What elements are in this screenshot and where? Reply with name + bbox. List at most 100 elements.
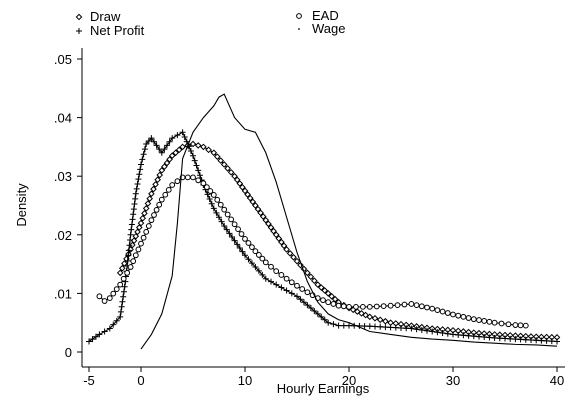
- point-net-profit: [297, 296, 304, 303]
- point-net-profit: [325, 319, 332, 326]
- point-draw: [118, 264, 126, 272]
- x-tick-label: 10: [238, 373, 252, 388]
- point-net-profit: [481, 334, 488, 341]
- point-ead: [143, 228, 150, 235]
- point-ead: [120, 275, 127, 282]
- point-ead: [259, 255, 266, 262]
- point-draw: [233, 176, 241, 184]
- point-ead: [96, 293, 103, 300]
- point-net-profit: [110, 321, 117, 328]
- point-draw: [376, 316, 384, 324]
- ticks: -5 0 10 20 30 40 0 .01 .02 .03 .04 .05: [54, 52, 564, 388]
- point-ead: [158, 196, 165, 203]
- point-ead: [162, 191, 169, 198]
- point-ead: [517, 322, 524, 329]
- point-draw: [194, 142, 202, 149]
- point-net-profit: [262, 275, 269, 282]
- point-ead: [255, 252, 262, 258]
- point-ead: [106, 295, 113, 301]
- point-net-profit: [294, 293, 300, 300]
- point-net-profit: [119, 298, 126, 305]
- point-net-profit: [450, 331, 456, 338]
- point-ead: [184, 174, 191, 181]
- x-tick-label: -5: [83, 373, 95, 388]
- point-ead: [273, 268, 280, 275]
- point-net-profit: [366, 323, 373, 330]
- y-tick-label: .02: [54, 228, 72, 243]
- point-net-profit: [307, 305, 314, 312]
- point-ead: [380, 303, 387, 309]
- point-net-profit: [196, 172, 203, 179]
- point-draw: [146, 195, 153, 202]
- point-net-profit: [191, 157, 198, 164]
- point-draw: [366, 313, 374, 321]
- series-line-net-profit: [88, 131, 558, 343]
- point-net-profit: [125, 252, 132, 259]
- point-net-profit: [137, 166, 144, 173]
- point-draw: [272, 231, 280, 239]
- point-draw: [246, 194, 254, 202]
- point-net-profit: [413, 326, 420, 333]
- point-ead: [522, 322, 529, 329]
- point-ead: [169, 182, 176, 188]
- point-draw: [371, 314, 379, 322]
- point-ead: [325, 299, 332, 306]
- y-tick-label: .03: [54, 169, 72, 184]
- point-ead: [252, 248, 259, 255]
- point-net-profit: [538, 337, 545, 344]
- point-net-profit: [145, 138, 152, 145]
- legend-marker-ead: [296, 13, 302, 19]
- point-ead: [346, 303, 352, 310]
- point-ead: [491, 319, 498, 326]
- legend-label-ead: EAD: [312, 8, 339, 23]
- point-ead: [117, 281, 124, 288]
- point-net-profit: [206, 196, 213, 203]
- point-ead: [340, 303, 347, 310]
- point-draw: [317, 284, 325, 291]
- point-ead: [217, 201, 224, 208]
- point-ead: [320, 297, 326, 304]
- point-net-profit: [132, 195, 139, 202]
- legend-marker-net-profit: [76, 28, 82, 34]
- point-net-profit: [278, 284, 285, 291]
- point-net-profit: [429, 328, 436, 335]
- point-draw: [275, 235, 283, 242]
- point-ead: [304, 289, 311, 296]
- point-draw: [227, 168, 235, 176]
- point-net-profit: [226, 230, 233, 237]
- point-ead: [408, 301, 415, 307]
- legend-item-ead: EAD: [296, 8, 339, 23]
- point-net-profit: [139, 156, 146, 163]
- x-tick-label: 0: [137, 373, 144, 388]
- point-ead: [242, 236, 248, 242]
- point-draw: [175, 146, 183, 154]
- point-draw: [231, 172, 238, 180]
- point-net-profit: [187, 148, 194, 155]
- point-draw: [307, 273, 315, 281]
- point-net-profit: [408, 325, 415, 332]
- point-net-profit: [136, 171, 143, 178]
- point-ead: [249, 244, 255, 251]
- series-net-profit: [86, 129, 560, 345]
- point-net-profit: [174, 132, 181, 139]
- point-net-profit: [135, 176, 142, 183]
- point-net-profit: [318, 313, 325, 320]
- point-net-profit: [476, 333, 482, 340]
- point-ead: [110, 290, 117, 297]
- point-ead: [165, 186, 172, 193]
- point-net-profit: [548, 338, 555, 345]
- point-net-profit: [130, 211, 137, 218]
- point-net-profit: [234, 241, 241, 248]
- point-ead: [470, 316, 477, 323]
- point-net-profit: [444, 330, 451, 337]
- point-draw: [150, 185, 157, 193]
- point-ead: [460, 313, 467, 320]
- point-net-profit: [502, 335, 508, 342]
- point-net-profit: [242, 252, 248, 259]
- point-draw: [172, 149, 179, 157]
- point-ead: [278, 272, 285, 278]
- point-ead: [262, 259, 269, 266]
- point-net-profit: [130, 206, 137, 213]
- point-net-profit: [117, 308, 124, 315]
